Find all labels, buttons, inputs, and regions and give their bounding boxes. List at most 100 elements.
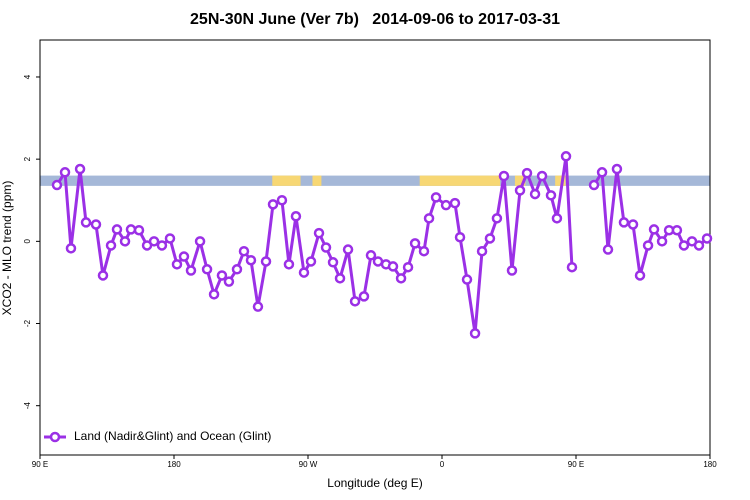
point — [334, 273, 346, 284]
legend-label: Land (Nadir&Glint) and Ocean (Glint) — [74, 429, 271, 443]
point — [201, 264, 213, 275]
point — [342, 244, 354, 255]
point — [701, 233, 713, 244]
point — [349, 296, 361, 307]
y-axis-label: XCO2 - MLO trend (ppm) — [0, 181, 14, 316]
point — [423, 213, 435, 224]
point — [90, 219, 102, 230]
point — [498, 170, 510, 182]
point — [430, 192, 442, 203]
point — [418, 245, 430, 257]
plot-frame — [39, 39, 711, 456]
point — [611, 163, 623, 175]
point — [252, 301, 264, 312]
point — [545, 190, 557, 201]
x-tick-label: 180 — [703, 460, 717, 469]
x-tick-label: 90 E — [32, 460, 48, 469]
y-tick-label: 4 — [23, 74, 32, 79]
point — [231, 264, 243, 275]
point — [484, 233, 496, 244]
point — [476, 245, 488, 257]
point — [156, 240, 168, 251]
band-highlight — [555, 175, 566, 186]
point — [536, 170, 548, 182]
point — [602, 244, 614, 255]
point — [521, 167, 533, 179]
point — [125, 224, 137, 235]
point — [440, 199, 452, 211]
point — [469, 328, 481, 339]
point — [65, 243, 77, 254]
point — [402, 261, 414, 273]
point — [506, 265, 518, 276]
point — [566, 261, 578, 273]
band-highlight — [312, 175, 322, 186]
point — [514, 185, 526, 196]
point — [216, 270, 228, 281]
x-tick-label: 0 — [440, 460, 445, 469]
point — [97, 270, 109, 281]
point — [656, 236, 668, 247]
band — [40, 175, 710, 186]
point — [551, 213, 563, 224]
point — [320, 242, 332, 253]
point — [185, 265, 197, 276]
point — [387, 261, 399, 272]
point — [276, 194, 288, 206]
point — [245, 254, 257, 266]
point — [208, 289, 220, 300]
point — [267, 199, 279, 210]
point — [678, 240, 690, 251]
point — [223, 276, 235, 287]
legend-marker — [49, 431, 61, 443]
point — [596, 167, 608, 178]
x-axis-label: Longitude (deg E) — [327, 476, 422, 490]
point — [260, 256, 272, 267]
point — [642, 240, 654, 251]
y-tick-label: -2 — [23, 319, 32, 327]
point — [634, 270, 646, 281]
y-tick-label: 0 — [23, 239, 32, 244]
point — [133, 224, 145, 236]
band-highlight — [272, 175, 301, 186]
point — [618, 217, 630, 228]
point — [171, 259, 183, 270]
point — [560, 151, 572, 162]
point — [693, 240, 705, 251]
point — [358, 291, 370, 302]
point — [409, 238, 421, 249]
point — [449, 197, 461, 209]
point — [327, 257, 339, 268]
point — [313, 227, 325, 239]
point — [59, 167, 71, 178]
point — [178, 251, 190, 262]
point — [298, 267, 310, 278]
point — [395, 273, 407, 284]
point — [305, 256, 317, 267]
point — [119, 236, 131, 247]
point — [627, 219, 639, 230]
point — [491, 213, 503, 224]
point — [588, 179, 600, 191]
point — [111, 224, 123, 235]
x-tick-label: 180 — [167, 460, 181, 469]
point — [283, 259, 295, 270]
point — [454, 231, 466, 243]
point — [461, 274, 473, 285]
point — [365, 250, 377, 261]
x-tick-label: 90 E — [568, 460, 584, 469]
point — [290, 211, 302, 222]
band-highlight — [514, 175, 526, 186]
point — [529, 188, 541, 200]
band-highlight — [419, 175, 501, 186]
point — [148, 236, 160, 247]
point — [105, 240, 117, 251]
point — [80, 217, 92, 228]
point — [671, 224, 683, 236]
x-tick-label: 90 W — [299, 460, 318, 469]
point — [51, 179, 63, 191]
y-tick-label: -4 — [23, 402, 32, 410]
point — [238, 245, 250, 257]
chart-title: 25N-30N June (Ver 7b) 2014-09-06 to 2017… — [190, 11, 560, 28]
